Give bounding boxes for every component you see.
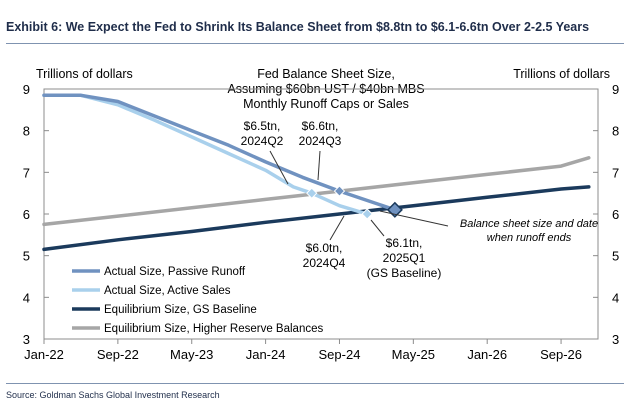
marker-label-2024q3-value: $6.6tn, bbox=[302, 119, 339, 133]
y-tick-label-left: 7 bbox=[23, 165, 30, 180]
marker-annotations: $6.5tn, 2024Q2 $6.6tn, 2024Q3 $6.0tn, 20… bbox=[241, 119, 442, 280]
y-tick-label-right: 5 bbox=[612, 249, 619, 264]
x-tick-label: Sep-22 bbox=[97, 347, 139, 362]
y-tick-label-left: 5 bbox=[23, 249, 30, 264]
legend-label: Actual Size, Passive Runoff bbox=[104, 266, 246, 278]
runoff-end-note: Balance sheet size and date when runoff … bbox=[379, 210, 598, 244]
data-marker bbox=[361, 208, 373, 220]
title-divider bbox=[6, 43, 624, 44]
marker-label-2024q3-date: 2024Q3 bbox=[299, 134, 342, 148]
runoff-end-note-arrow bbox=[379, 210, 449, 227]
marker-arrow-2024q4 bbox=[329, 215, 345, 241]
x-tick-label: Sep-26 bbox=[540, 347, 582, 362]
runoff-end-note-line-2: when runoff ends bbox=[487, 232, 572, 244]
y-tick-label-right: 8 bbox=[612, 124, 619, 139]
series-line bbox=[42, 156, 591, 227]
y-tick-label-left: 6 bbox=[23, 207, 30, 222]
marker-label-2024q4-value: $6.0tn, bbox=[306, 241, 343, 255]
legend-label: Actual Size, Active Sales bbox=[104, 285, 231, 297]
series-line bbox=[42, 93, 369, 216]
marker-arrow-2024q2 bbox=[269, 150, 289, 185]
x-tick-label: Jan-26 bbox=[467, 347, 507, 362]
series-line bbox=[42, 93, 397, 212]
y-tick-label-left: 8 bbox=[23, 124, 30, 139]
exhibit-title: Exhibit 6: We Expect the Fed to Shrink I… bbox=[6, 20, 590, 34]
x-tick-label: May-25 bbox=[392, 347, 435, 362]
legend-label: Equilibrium Size, Higher Reserve Balance… bbox=[104, 323, 323, 335]
marker-label-2025q1-note: (GS Baseline) bbox=[367, 266, 442, 280]
source-divider bbox=[6, 383, 624, 384]
data-marker bbox=[333, 185, 346, 197]
y-tick-label-right: 7 bbox=[612, 165, 619, 180]
chart-title-line-1: Fed Balance Sheet Size, bbox=[257, 67, 395, 81]
data-marker bbox=[306, 187, 318, 199]
marker-label-2024q4-date: 2024Q4 bbox=[303, 256, 346, 270]
x-tick-label: Jan-24 bbox=[246, 347, 286, 362]
y-axis-label-right: Trillions of dollars bbox=[513, 67, 610, 81]
x-tick-label: Sep-24 bbox=[319, 347, 361, 362]
x-tick-label: May-23 bbox=[170, 347, 213, 362]
marker-label-2024q2-date: 2024Q2 bbox=[241, 134, 284, 148]
legend: Actual Size, Passive Runoff Actual Size, … bbox=[72, 266, 323, 335]
y-axis-right: 3 4 5 6 7 8 9 bbox=[593, 82, 619, 347]
runoff-end-note-line-1: Balance sheet size and date bbox=[460, 218, 598, 230]
marker-label-2025q1-date: 2025Q1 bbox=[383, 251, 426, 265]
y-axis-left: 3 4 5 6 7 8 9 bbox=[23, 82, 49, 347]
y-tick-label-left: 3 bbox=[23, 332, 30, 347]
x-axis: Jan-22 Sep-22 May-23 Jan-24 Sep-24 May-25 Jan-… bbox=[24, 339, 582, 362]
legend-label: Equilibrium Size, GS Baseline bbox=[104, 304, 257, 316]
x-tick-label: Jan-22 bbox=[24, 347, 64, 362]
y-axis-label-left: Trillions of dollars bbox=[36, 67, 133, 81]
marker-label-2024q2-value: $6.5tn, bbox=[244, 119, 281, 133]
y-tick-label-left: 4 bbox=[23, 290, 30, 305]
marker-label-2025q1-value: $6.1tn, bbox=[386, 236, 423, 250]
chart-title: Fed Balance Sheet Size, Assuming $60bn U… bbox=[227, 67, 424, 111]
y-tick-label-left: 9 bbox=[23, 82, 30, 97]
y-tick-label-right: 4 bbox=[612, 290, 619, 305]
series-layer bbox=[42, 93, 591, 252]
chart-title-line-3: Monthly Runoff Caps or Sales bbox=[243, 97, 409, 111]
marker-arrow-2025q1 bbox=[370, 219, 385, 237]
source-note: Source: Goldman Sachs Global Investment … bbox=[6, 390, 220, 400]
y-tick-label-right: 9 bbox=[612, 82, 619, 97]
marker-arrow-2024q3 bbox=[317, 150, 321, 181]
y-tick-label-right: 6 bbox=[612, 207, 619, 222]
series-line bbox=[42, 185, 591, 252]
y-tick-label-right: 3 bbox=[612, 332, 619, 347]
